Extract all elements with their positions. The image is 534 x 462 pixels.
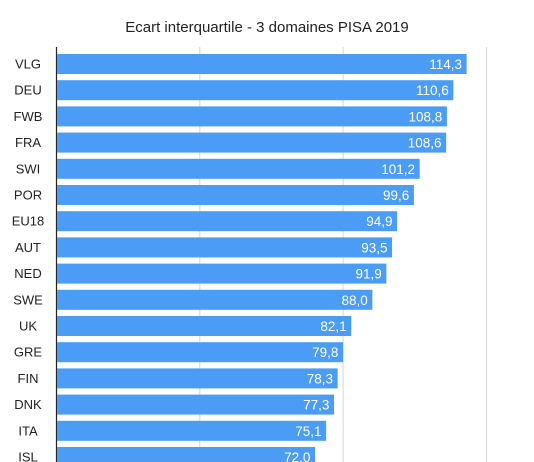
- value-label: 94,9: [366, 214, 392, 229]
- value-label: 78,3: [307, 371, 333, 386]
- value-label: 101,2: [381, 162, 415, 177]
- value-labels: 114,3 110,6 108,8 108,6 101,2 99,6 94,9 93,5 91,…: [284, 57, 462, 462]
- bar-ned: [57, 263, 387, 284]
- bar-deu: [57, 80, 454, 101]
- bar-aut: [57, 237, 393, 258]
- bar-fwb: [57, 106, 447, 127]
- value-label: 110,6: [416, 83, 449, 98]
- category-label: ISL: [18, 450, 38, 462]
- category-labels: VLG DEU FWB FRA SWI POR EU18 AUT NED SWE UK GRE FIN D…: [12, 57, 45, 462]
- category-label: ITA: [18, 423, 38, 438]
- category-label: FWB: [14, 109, 43, 124]
- value-label: 108,6: [408, 136, 442, 151]
- category-label: SWI: [16, 161, 41, 176]
- bar-swi: [57, 158, 420, 179]
- category-label: DEU: [14, 83, 41, 98]
- category-label: DNK: [14, 397, 42, 412]
- value-label: 108,8: [408, 109, 442, 124]
- category-label: NED: [14, 266, 41, 281]
- bar-por: [57, 185, 414, 205]
- value-label: 72,0: [284, 450, 310, 462]
- bar-fin: [57, 368, 338, 389]
- value-label: 99,6: [383, 188, 409, 203]
- category-label: AUT: [15, 240, 41, 255]
- bar-eu18: [57, 211, 398, 232]
- bar-ita: [57, 420, 327, 441]
- category-label: FRA: [15, 135, 41, 150]
- value-label: 88,0: [341, 293, 367, 308]
- value-label: 79,8: [312, 345, 338, 360]
- category-label: POR: [14, 188, 42, 203]
- value-label: 93,5: [361, 240, 387, 255]
- value-label: 75,1: [295, 424, 321, 439]
- bar-swe: [57, 289, 373, 310]
- chart-title: Ecart interquartile - 3 domaines PISA 20…: [125, 19, 409, 36]
- bar-gre: [57, 342, 343, 363]
- bar-dnk: [57, 394, 335, 415]
- category-label: VLG: [15, 57, 41, 72]
- category-label: SWE: [13, 292, 43, 307]
- category-label: GRE: [14, 345, 43, 360]
- value-label: 114,3: [429, 57, 462, 72]
- bar-vlg: [57, 54, 467, 74]
- bars: [57, 54, 467, 462]
- bar-isl: [57, 447, 316, 462]
- value-label: 91,9: [355, 267, 381, 282]
- bar-fra: [57, 132, 447, 153]
- category-label: EU18: [12, 214, 45, 229]
- value-label: 77,3: [303, 398, 329, 413]
- bar-uk: [57, 316, 352, 336]
- value-label: 82,1: [320, 319, 346, 334]
- category-label: FIN: [18, 371, 39, 386]
- category-label: UK: [19, 319, 37, 334]
